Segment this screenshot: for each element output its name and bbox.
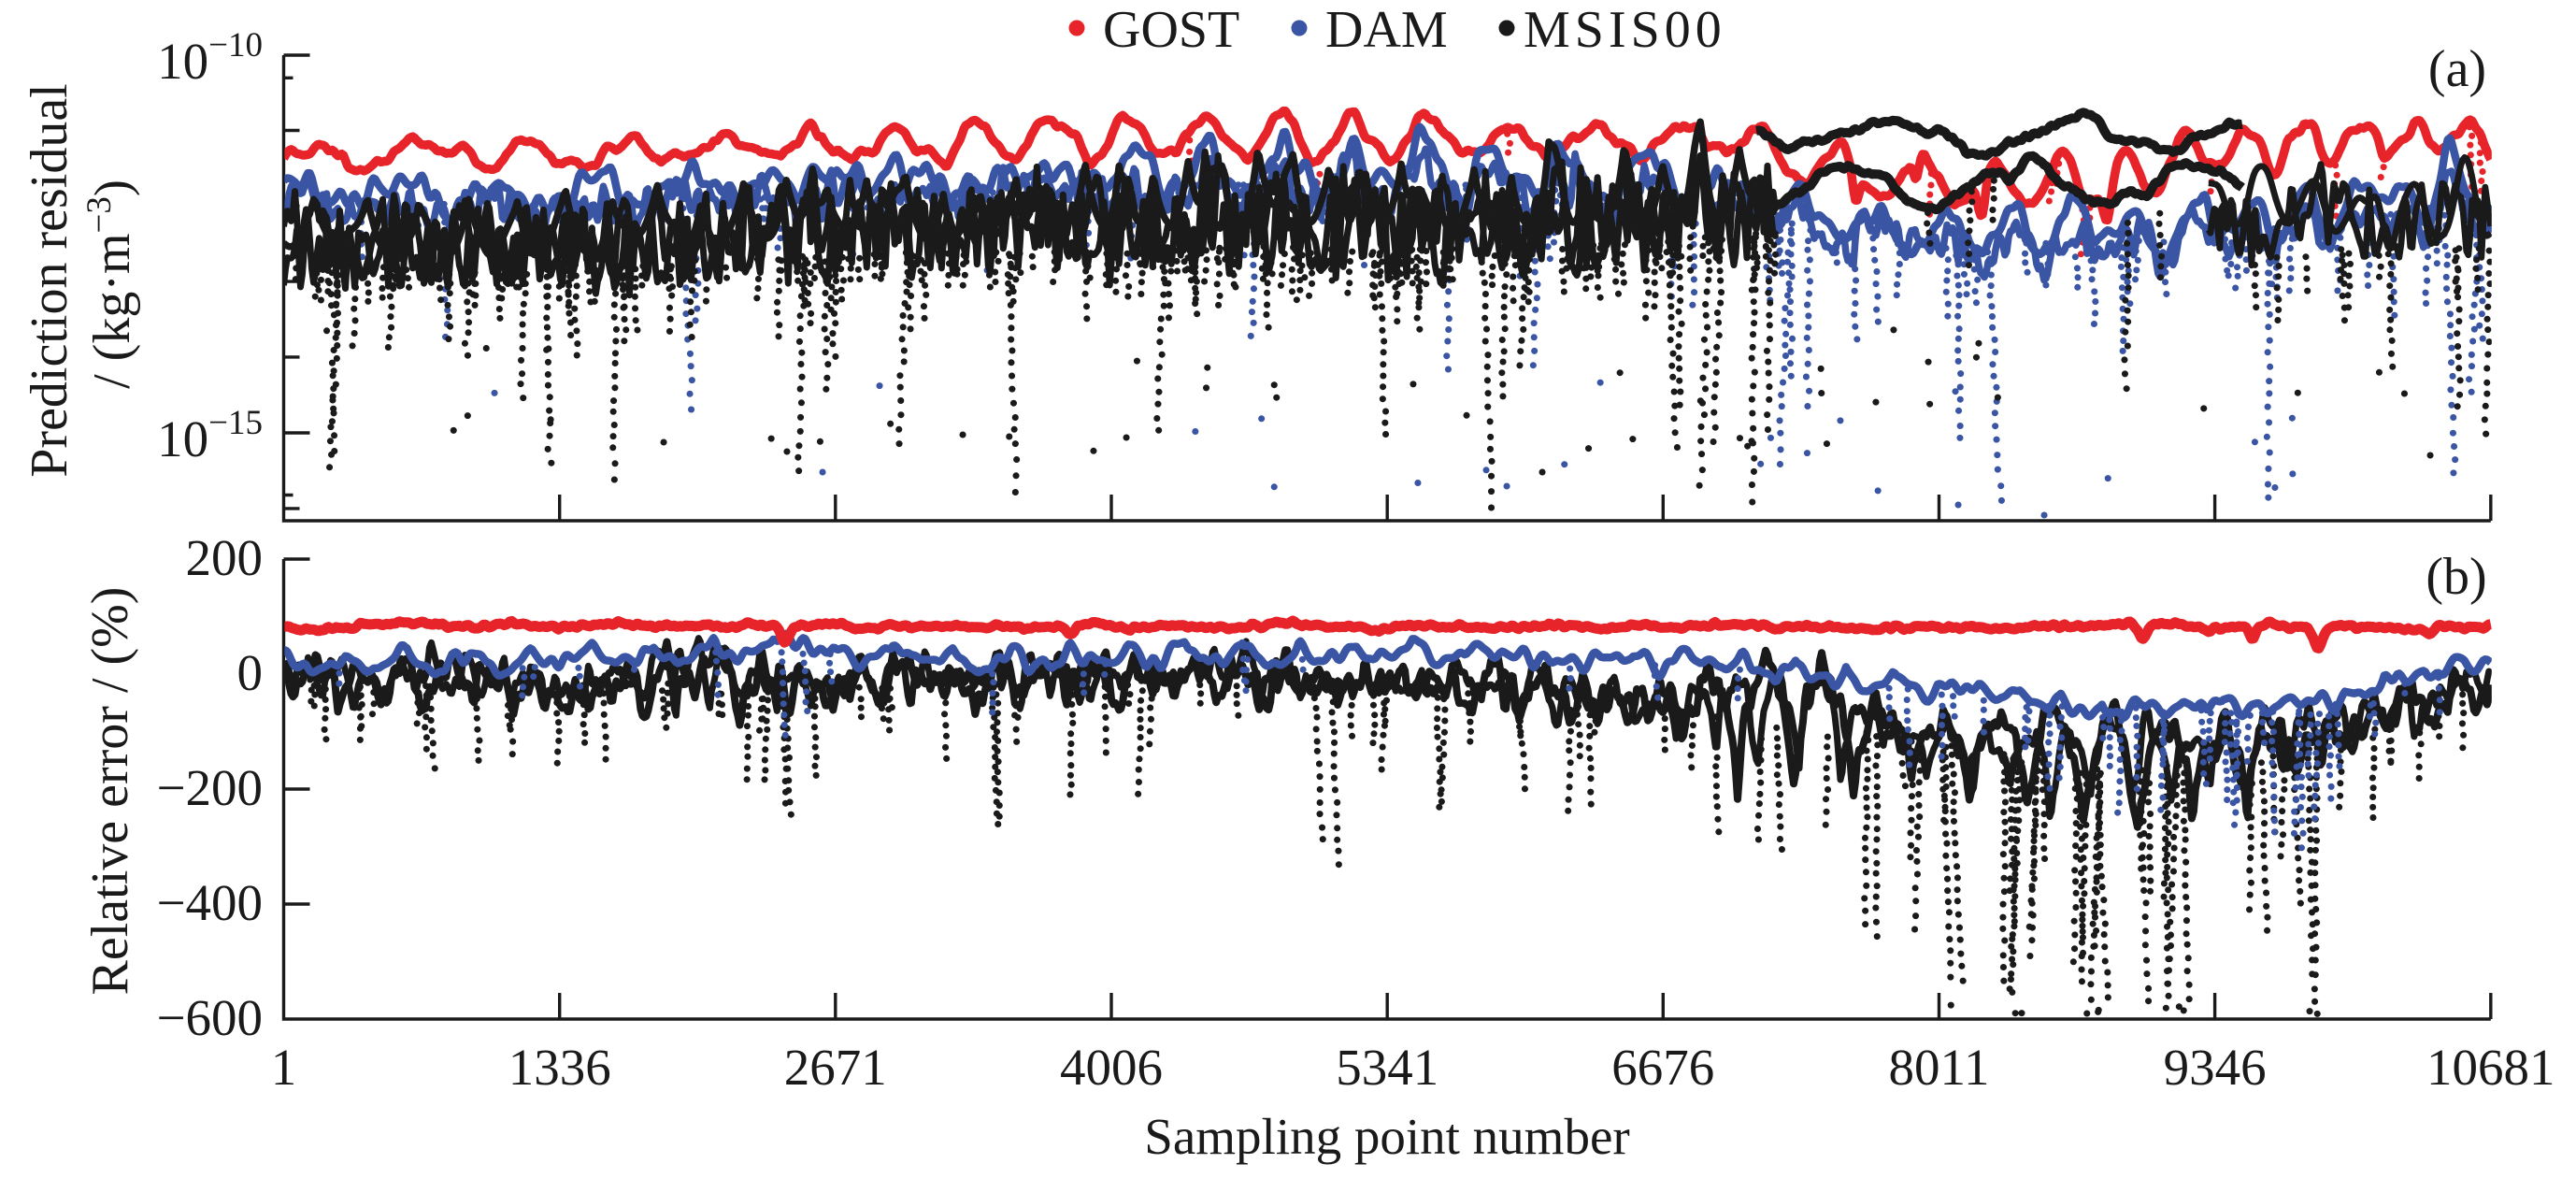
svg-text:10−10: 10−10 <box>157 26 263 90</box>
svg-text:(b): (b) <box>2426 548 2486 606</box>
svg-text:2671: 2671 <box>784 1039 887 1096</box>
svg-text:GOST: GOST <box>1103 1 1239 59</box>
svg-text:DAM: DAM <box>1325 1 1448 59</box>
svg-text:4006: 4006 <box>1060 1039 1163 1096</box>
svg-text:10−15: 10−15 <box>157 404 263 467</box>
svg-text:0: 0 <box>237 644 264 701</box>
svg-text:Sampling point number: Sampling point number <box>1144 1108 1629 1165</box>
svg-text:MSIS00: MSIS00 <box>1524 1 1726 59</box>
svg-text:−400: −400 <box>156 874 263 931</box>
svg-text:6676: 6676 <box>1611 1039 1714 1096</box>
svg-text:−200: −200 <box>156 759 263 816</box>
svg-text:−600: −600 <box>156 989 263 1046</box>
svg-text:Relative error / (%): Relative error / (%) <box>81 587 139 996</box>
svg-text:5341: 5341 <box>1336 1039 1438 1096</box>
svg-text:/ (kg·m−3): / (kg·m−3) <box>80 180 141 389</box>
svg-text:9346: 9346 <box>2164 1039 2267 1096</box>
svg-text:Prediction residual: Prediction residual <box>21 83 79 477</box>
svg-text:10681: 10681 <box>2426 1039 2555 1096</box>
svg-text:1: 1 <box>271 1039 297 1096</box>
svg-text:8011: 8011 <box>1889 1039 1990 1096</box>
svg-text:(a): (a) <box>2428 40 2486 98</box>
svg-text:200: 200 <box>186 529 264 586</box>
svg-text:1336: 1336 <box>508 1039 611 1096</box>
